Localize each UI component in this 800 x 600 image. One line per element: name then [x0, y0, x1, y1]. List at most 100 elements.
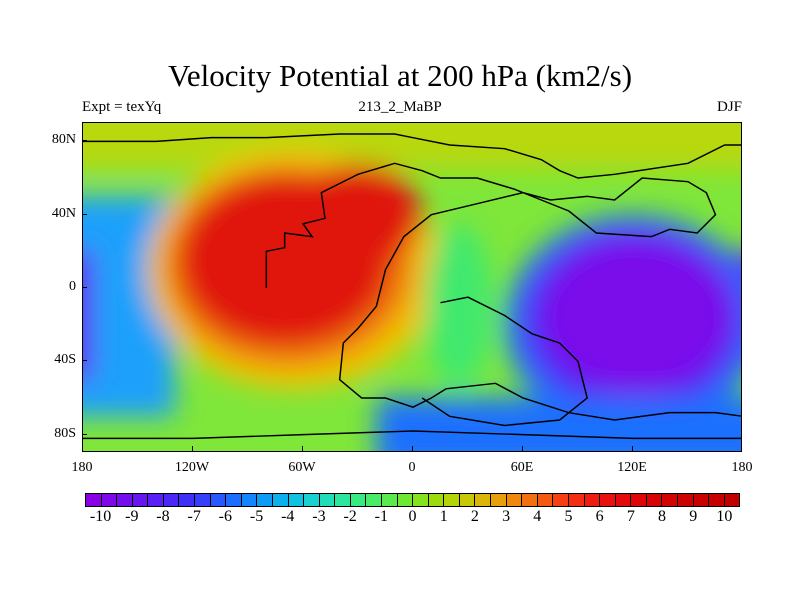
- colorbar-box: [210, 494, 227, 506]
- colorbar-label: 6: [595, 508, 604, 525]
- colorbar-box: [600, 494, 616, 506]
- colorbar-box: [428, 494, 445, 506]
- colorbar-label: -9: [125, 508, 139, 525]
- colorbar-box: [475, 494, 492, 506]
- lat-tick-label: 80N: [51, 132, 76, 148]
- colorbar-label: -6: [218, 508, 233, 525]
- plot-title: Velocity Potential at 200 hPa (km2/s): [167, 58, 633, 93]
- colorbar-box: [335, 494, 351, 506]
- colorbar-box: [662, 494, 678, 506]
- colorbar-box: [615, 494, 632, 506]
- velocity-potential-map: [83, 123, 741, 451]
- colorbar-box: [413, 494, 429, 506]
- colorbar-box: [257, 494, 273, 506]
- season-label: DJF: [716, 99, 742, 115]
- colorbar-label: -5: [249, 508, 264, 525]
- lat-tick-label: 0: [69, 279, 76, 294]
- colorbar-box: [179, 494, 196, 506]
- colorbar-label: -10: [89, 508, 112, 525]
- lon-tick-label: 180: [71, 460, 93, 475]
- colorbar-label: -2: [343, 508, 357, 525]
- lat-tick-label: 40N: [51, 205, 76, 221]
- lon-tick-mark: [302, 446, 303, 451]
- colorbar-label: 5: [564, 508, 573, 525]
- lat-tick-mark: [82, 433, 87, 435]
- colorbar-label: 1: [439, 508, 448, 525]
- colorbar-label: 0: [408, 508, 417, 525]
- lat-tick-label: 80S: [54, 425, 76, 441]
- negative-core: [541, 238, 732, 393]
- colorbar-box: [537, 494, 554, 506]
- colorbar-box: [272, 494, 289, 506]
- colorbar-box: [693, 494, 710, 506]
- colorbar: [85, 493, 740, 507]
- contour-field: [83, 123, 741, 451]
- map-panel: [82, 122, 742, 452]
- arctic-band: [83, 123, 741, 169]
- southern-trough: [376, 398, 741, 451]
- colorbar-box: [381, 494, 398, 506]
- northern-landmass-coast: [265, 162, 741, 421]
- northern-continent-coast: [83, 133, 741, 179]
- colorbar-box: [117, 494, 133, 506]
- colorbar-box: [568, 494, 585, 506]
- colorbar-box: [350, 494, 367, 506]
- west-edge-low: [83, 251, 93, 380]
- colorbar-label: -1: [374, 508, 388, 525]
- colorbar-box: [646, 494, 663, 506]
- colorbar-label: -8: [156, 508, 170, 525]
- colorbar-box: [397, 494, 414, 506]
- colorbar-box: [491, 494, 507, 506]
- experiment-label: Expt = texYq: [82, 99, 162, 115]
- colorbar-box: [319, 494, 336, 506]
- coastlines: [83, 133, 741, 440]
- lon-tick-label: 0: [408, 460, 416, 475]
- lon-tick-label: 120W: [174, 460, 210, 475]
- colorbar-box: [522, 494, 538, 506]
- lon-tick-mark: [632, 446, 633, 451]
- lat-tick-label: 40S: [54, 352, 76, 368]
- colorbar-box: [163, 494, 180, 506]
- colorbar-box: [459, 494, 476, 506]
- colorbar-box: [86, 494, 102, 506]
- colorbar-box: [506, 494, 523, 506]
- colorbar-box: [101, 494, 118, 506]
- lon-tick-label: 60W: [288, 460, 316, 475]
- lon-tick-label: 120E: [617, 460, 647, 475]
- lon-tick-label: 60E: [510, 460, 534, 475]
- run-label: 213_2_MaBP: [358, 99, 442, 115]
- lat-tick-mark: [82, 287, 87, 288]
- southern-continent-coast: [421, 296, 588, 427]
- colorbar-label: 8: [658, 508, 667, 525]
- colorbar-box: [195, 494, 211, 506]
- colorbar-label: -7: [187, 508, 201, 525]
- colorbar-box: [241, 494, 258, 506]
- positive-lobe: [293, 163, 423, 266]
- colorbar-label: 10: [716, 508, 733, 525]
- colorbar-label: -3: [312, 508, 326, 525]
- colorbar-box: [304, 494, 320, 506]
- lon-tick-mark: [192, 446, 193, 451]
- lat-tick-mark: [82, 140, 87, 142]
- colorbar-box: [677, 494, 694, 506]
- colorbar-box: [366, 494, 382, 506]
- colorbar-box: [584, 494, 601, 506]
- lat-tick-mark: [82, 360, 87, 362]
- lon-tick-mark: [522, 446, 523, 451]
- colorbar-label: 4: [533, 508, 542, 525]
- colorbar-box: [553, 494, 569, 506]
- colorbar-box: [631, 494, 647, 506]
- colorbar-box: [226, 494, 242, 506]
- colorbar-box: [288, 494, 305, 506]
- colorbar-label: 7: [626, 508, 635, 525]
- lon-tick-mark: [412, 446, 413, 451]
- colorbar-box: [148, 494, 164, 506]
- lon-tick-label: 180: [731, 460, 753, 475]
- colorbar-label: 2: [470, 508, 479, 525]
- colorbar-label: -4: [281, 508, 295, 525]
- colorbar-box: [724, 494, 740, 506]
- colorbar-box: [709, 494, 725, 506]
- colorbar-label: 9: [689, 508, 698, 525]
- colorbar-label: 3: [502, 508, 511, 525]
- polar-coast: [83, 430, 741, 440]
